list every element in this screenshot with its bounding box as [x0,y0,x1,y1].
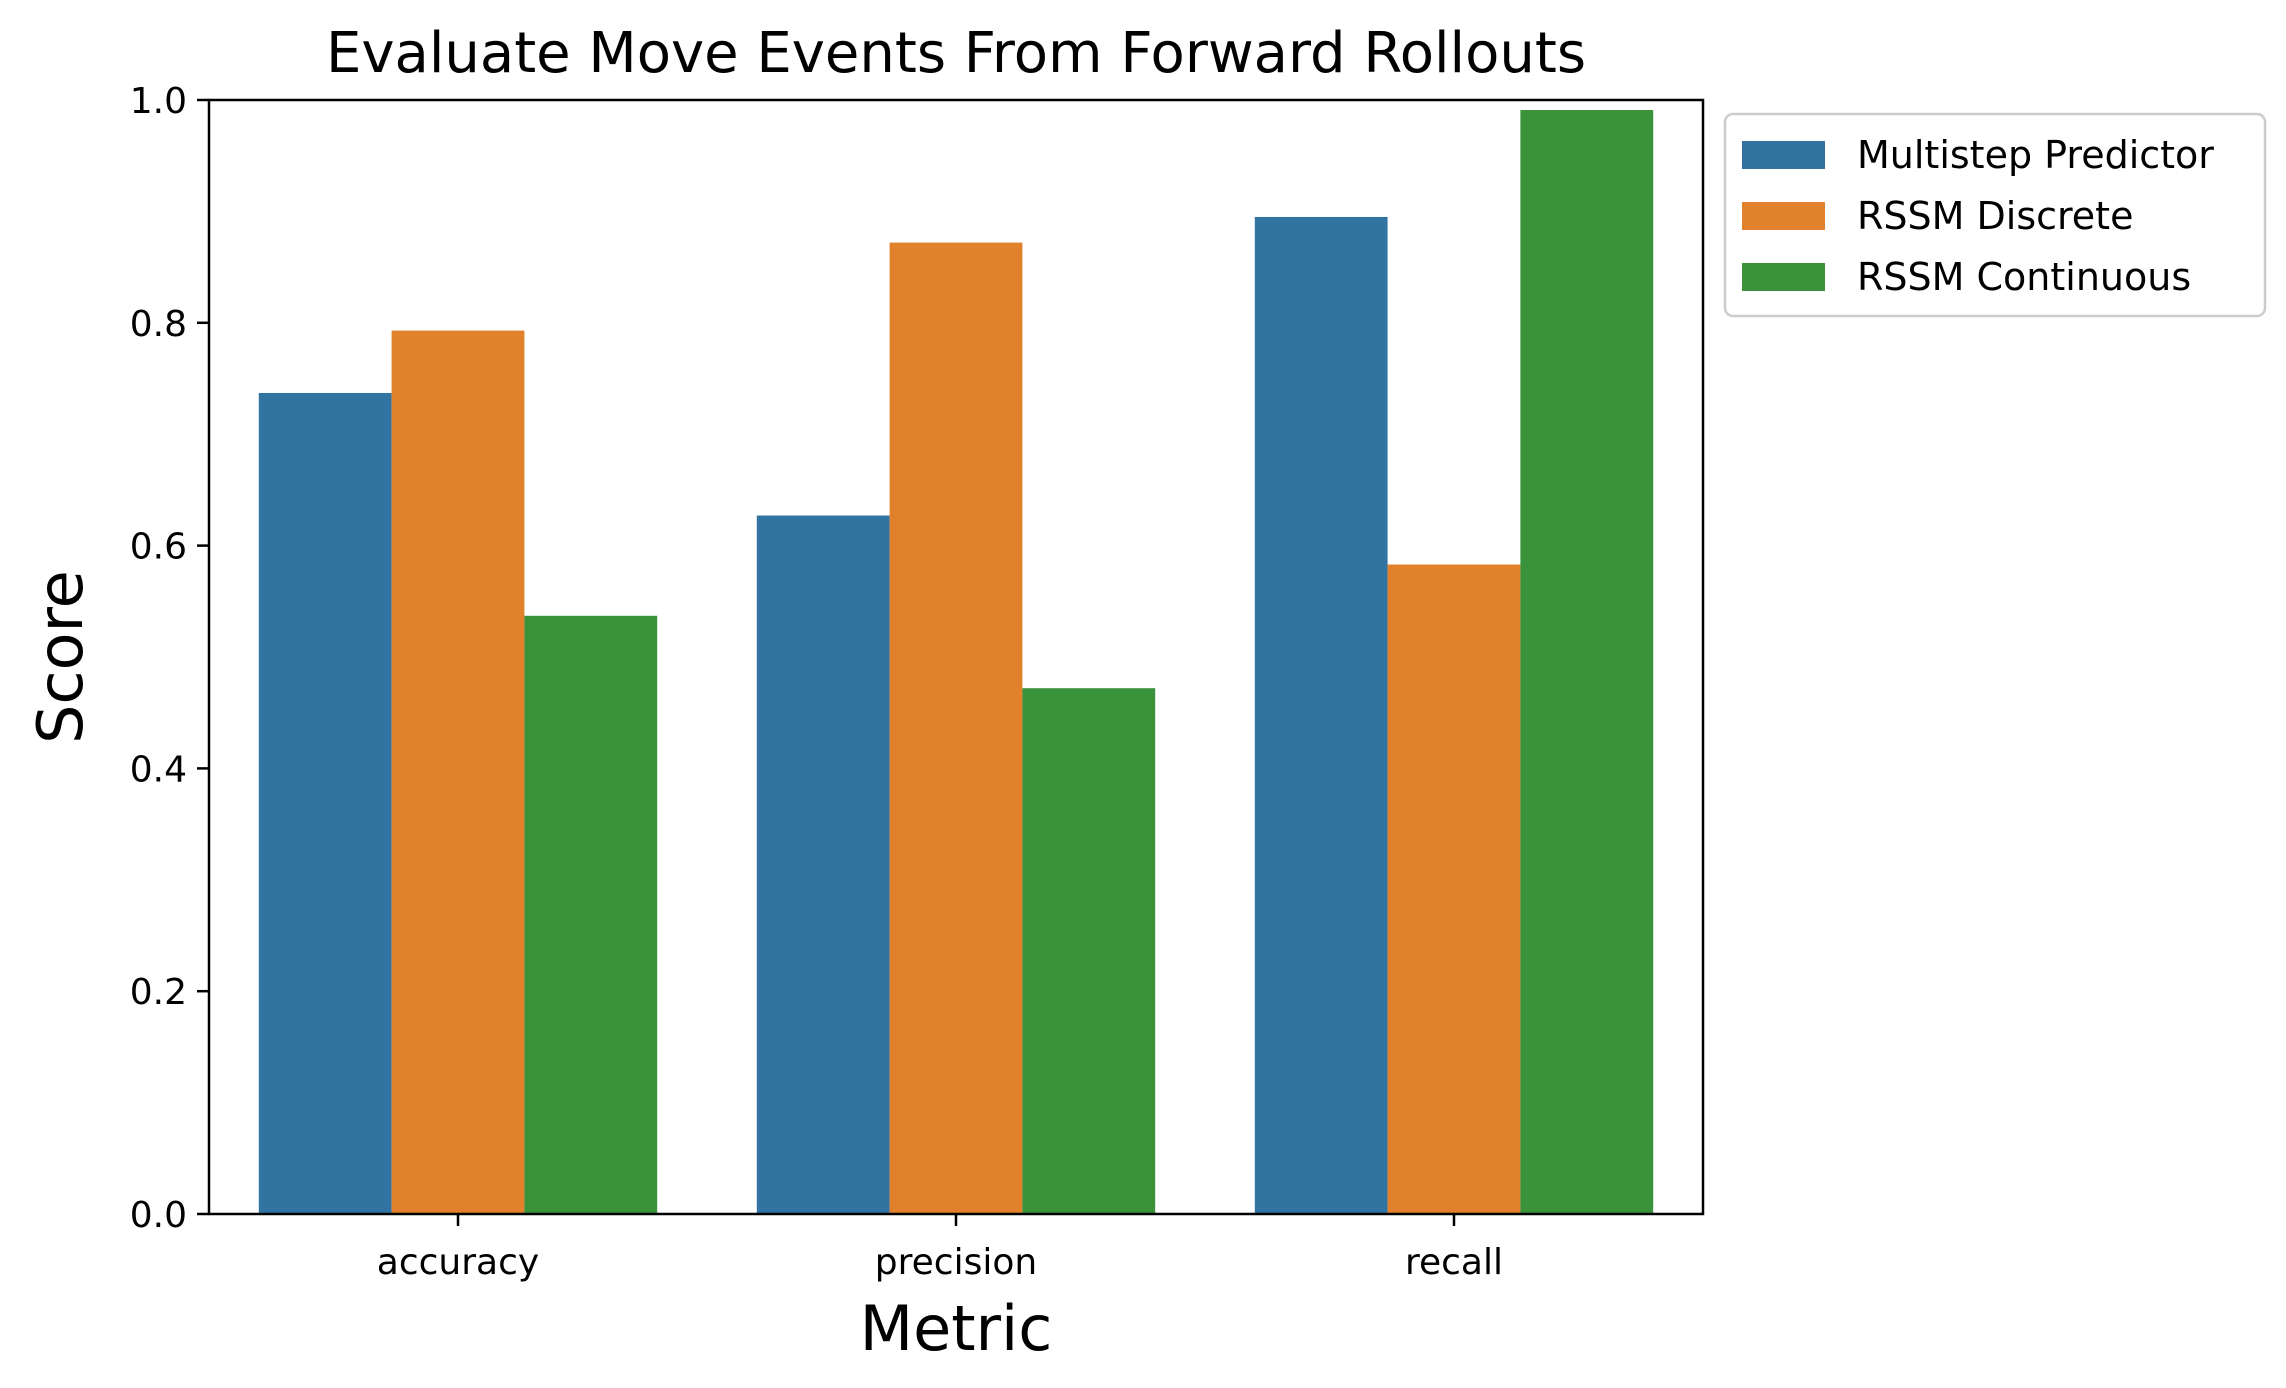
legend: Multistep Predictor RSSM Discrete RSSM Con… [1723,112,2267,318]
y-tick-label: 0.4 [130,749,187,790]
bar-multistep-predictor-precision [756,515,890,1214]
y-tick-label: 0.2 [130,972,187,1013]
y-tick-label: 1.0 [130,81,187,122]
legend-frame [1723,112,2267,318]
bars-group [258,110,1654,1215]
bar-rssm-discrete-precision [889,242,1023,1215]
bar-rssm-discrete-recall [1387,564,1521,1214]
legend-swatch [1742,202,1825,230]
x-tick-label: precision [875,1242,1037,1283]
x-axis-ticks: accuracy precision recall [377,1214,1503,1283]
chart-title: Evaluate Move Events From Forward Rollou… [326,21,1586,86]
bar-multistep-predictor-recall [1254,216,1388,1215]
plot-frame [207,98,1705,1216]
x-tick-label: recall [1405,1242,1503,1283]
bar-multistep-predictor-accuracy [258,392,392,1214]
bar-rssm-discrete-accuracy [391,330,525,1214]
x-axis-label: Metric [860,1292,1053,1365]
y-axis-ticks: 0.0 0.2 0.4 0.6 0.8 1.0 [130,81,209,1236]
y-tick-label: 0.0 [130,1195,187,1236]
legend-entry-label: RSSM Discrete [1857,194,2133,238]
y-tick-label: 0.6 [130,527,187,568]
y-axis-label: Score [24,570,97,744]
bar-rssm-continuous-precision [1022,688,1156,1214]
legend-entry-label: RSSM Continuous [1857,255,2191,299]
legend-swatch [1742,141,1825,169]
y-tick-label: 0.8 [130,304,187,345]
bar-rssm-continuous-accuracy [524,615,658,1214]
legend-entry-label: Multistep Predictor [1857,133,2214,177]
legend-swatch [1742,263,1825,291]
x-tick-label: accuracy [377,1242,539,1283]
bar-rssm-continuous-recall [1520,110,1654,1214]
